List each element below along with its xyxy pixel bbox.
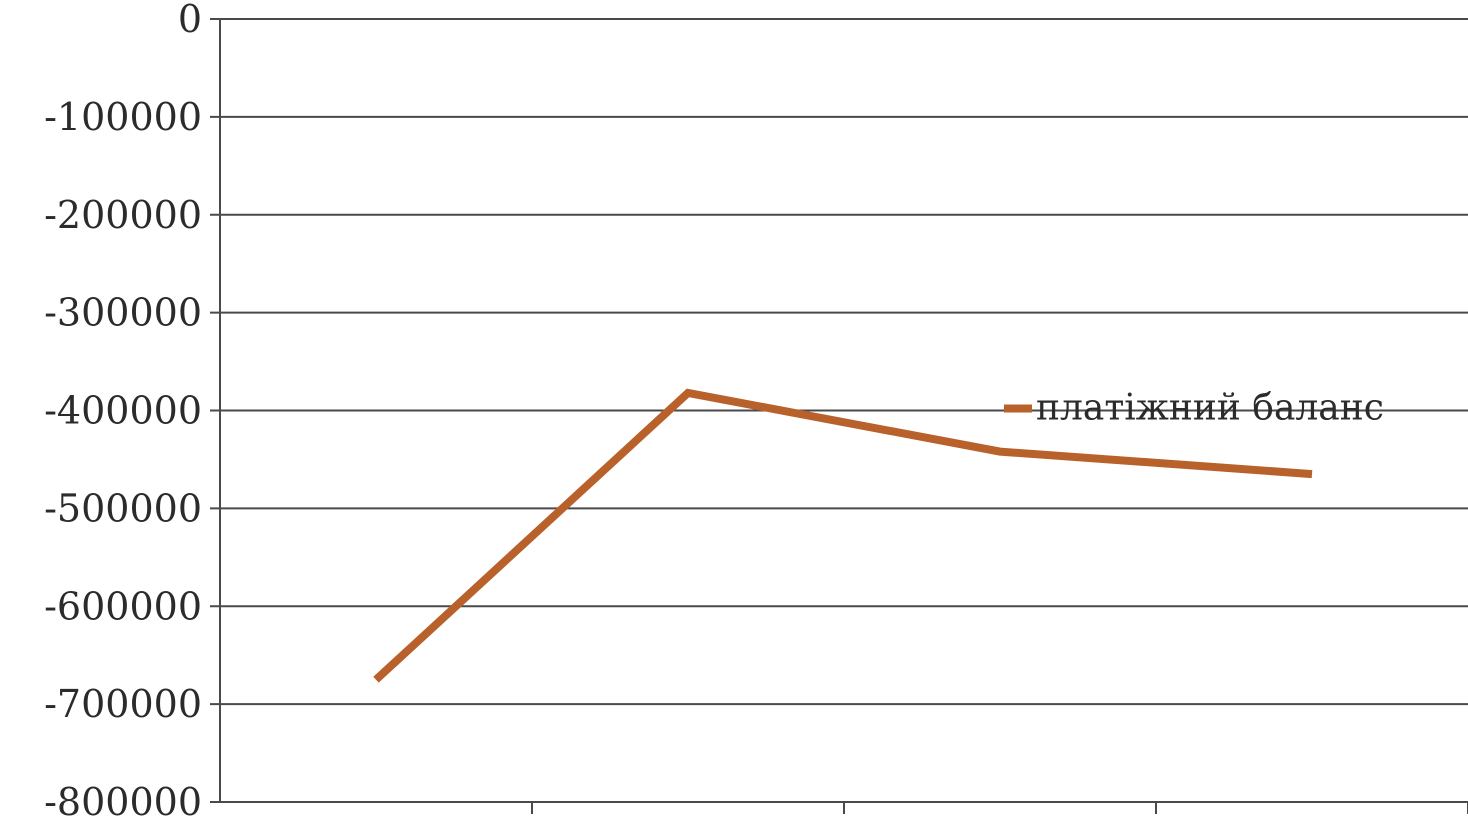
y-axis: 0 -100000 -200000 -300000 -400000 -500000 -600… [44,0,221,823]
y-tick-label: -100000 [44,95,202,139]
y-tick-label: -800000 [44,780,202,823]
x-axis [531,802,1468,814]
y-tick-label: -600000 [44,584,202,628]
legend-label: платіжний баланс [1036,388,1384,429]
y-tick-label: -400000 [44,389,202,433]
gridlines [210,18,1468,803]
legend: платіжний баланс [1004,388,1384,429]
series-group [373,388,1313,683]
series-line [373,388,1313,683]
y-tick-label: -300000 [44,291,202,335]
y-tick-label: -200000 [44,193,202,237]
y-tick-label: -500000 [44,486,202,530]
y-tick-label: 0 [178,0,202,41]
y-tick-label: -700000 [44,682,202,726]
